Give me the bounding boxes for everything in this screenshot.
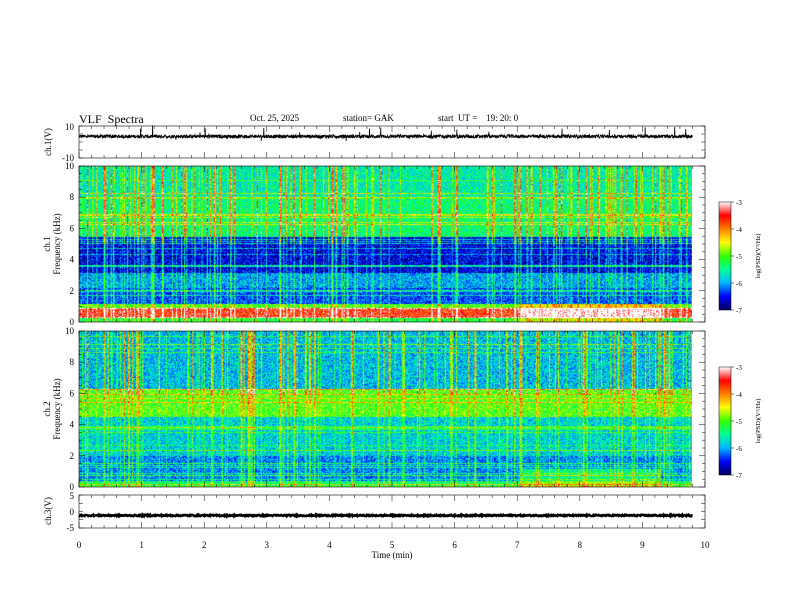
colorbar-tick-label: -6 [736, 280, 742, 288]
colorbar-tick-label: -7 [736, 307, 742, 315]
ch3-waveform-trace [78, 511, 693, 519]
ch3-ytick-middle: 0 [70, 507, 75, 517]
freq-tick-label: 0 [70, 482, 75, 492]
time-tick-label: 3 [265, 540, 270, 550]
freq-tick-label: 4 [70, 255, 75, 265]
freq-tick-label: 4 [70, 420, 75, 430]
freq-tick-label: 10 [65, 161, 75, 171]
ch1-colorbar-scale [718, 201, 732, 311]
freq-tick-label: 2 [70, 286, 75, 296]
freq-tick-label: 10 [65, 326, 75, 336]
ch2-colorbar: -3 -4 -5 -6 -7 log(PSD)(V²/Hz) [718, 364, 762, 480]
freq-tick-label: 8 [70, 357, 75, 367]
freq-tick-label: 0 [70, 317, 75, 327]
freq-tick-label: 6 [70, 223, 75, 233]
station-label: station= GAK [343, 113, 394, 123]
colorbar-tick-label: -3 [736, 199, 742, 207]
time-tick-label: 7 [515, 540, 520, 550]
colorbar-tick-label: -7 [736, 472, 742, 480]
time-tick-label: 4 [327, 540, 332, 550]
ch1-waveform-ticks [78, 125, 706, 159]
freq-tick-label: 8 [70, 192, 75, 202]
time-tick-label: 5 [390, 540, 395, 550]
ch1-frequency-tick-labels: 0 2 4 6 8 10 [65, 161, 75, 327]
colorbar-tick-label: -6 [736, 445, 742, 453]
ch2-spectrogram-panel: 0 2 4 6 8 10 ch.2 Frequency (kHz) [42, 326, 706, 492]
time-axis-tick-labels: 0 1 2 3 4 5 6 7 8 9 10 [77, 540, 710, 550]
ch1-colorbar: -3 -4 -5 -6 -7 log(PSD)(V²/Hz) [718, 199, 762, 315]
ch1-colorbar-label: log(PSD)(V²/Hz) [755, 234, 762, 279]
time-tick-label: 2 [202, 540, 207, 550]
ch2-colorbar-scale [718, 366, 732, 476]
ch1-waveform-panel: 10 -10 ch.1(V) [43, 122, 706, 163]
ch1-waveform-ylabel: ch.1(V) [43, 128, 53, 156]
colorbar-tick-label: -5 [736, 418, 742, 426]
start-time-label: start UT = 19: 20: 0 [438, 113, 519, 123]
ch3-waveform-ticks [78, 494, 706, 529]
ch1-spectrogram-image [79, 166, 692, 322]
time-tick-label: 10 [701, 540, 711, 550]
time-tick-label: 6 [452, 540, 457, 550]
ch2-colorbar-ticks: -3 -4 -5 -6 -7 [731, 364, 742, 480]
ch2-spectrogram-ylabel-frequency: Frequency (kHz) [52, 378, 62, 439]
colorbar-tick-label: -5 [736, 253, 742, 261]
ch3-ytick-top: 5 [70, 491, 75, 501]
ch2-spectrogram-ticks [78, 330, 706, 488]
colorbar-tick-label: -4 [736, 226, 742, 234]
ch2-spectrogram-image [79, 331, 692, 487]
ch1-spectrogram-panel: 0 2 4 6 8 10 ch.1 Frequency (kHz) [42, 161, 706, 327]
time-tick-label: 1 [139, 540, 144, 550]
colorbar-tick-label: -3 [736, 364, 742, 372]
ch1-ytick-bottom: -10 [62, 153, 74, 163]
time-axis-label: Time (min) [372, 550, 413, 560]
ch1-spectrogram-ylabel-channel: ch.1 [42, 236, 52, 251]
colorbar-tick-label: -4 [736, 391, 742, 399]
time-tick-label: 0 [77, 540, 82, 550]
date-label: Oct. 25, 2025 [250, 113, 299, 123]
ch1-ytick-top: 10 [65, 122, 75, 132]
figure-title: VLF Spectra [79, 112, 144, 126]
ch1-spectrogram-ticks [78, 165, 706, 323]
ch1-spectrogram-ylabel-frequency: Frequency (kHz) [52, 213, 62, 274]
time-tick-label: 9 [640, 540, 645, 550]
ch2-frequency-tick-labels: 0 2 4 6 8 10 [65, 326, 75, 492]
ch3-waveform-panel: 5 0 -5 ch.3(V) 0 1 2 3 4 5 6 7 8 9 10 Time (min) [43, 491, 710, 560]
time-tick-label: 8 [578, 540, 583, 550]
ch1-colorbar-ticks: -3 -4 -5 -6 -7 [731, 199, 742, 315]
ch2-spectrogram-ylabel-channel: ch.2 [42, 401, 52, 416]
ch3-waveform-ylabel: ch.3(V) [43, 497, 53, 525]
freq-tick-label: 6 [70, 388, 75, 398]
ch2-colorbar-label: log(PSD)(V²/Hz) [755, 399, 762, 444]
ch1-waveform-trace [78, 125, 693, 142]
ch3-ytick-bottom: -5 [67, 523, 75, 533]
freq-tick-label: 2 [70, 451, 75, 461]
